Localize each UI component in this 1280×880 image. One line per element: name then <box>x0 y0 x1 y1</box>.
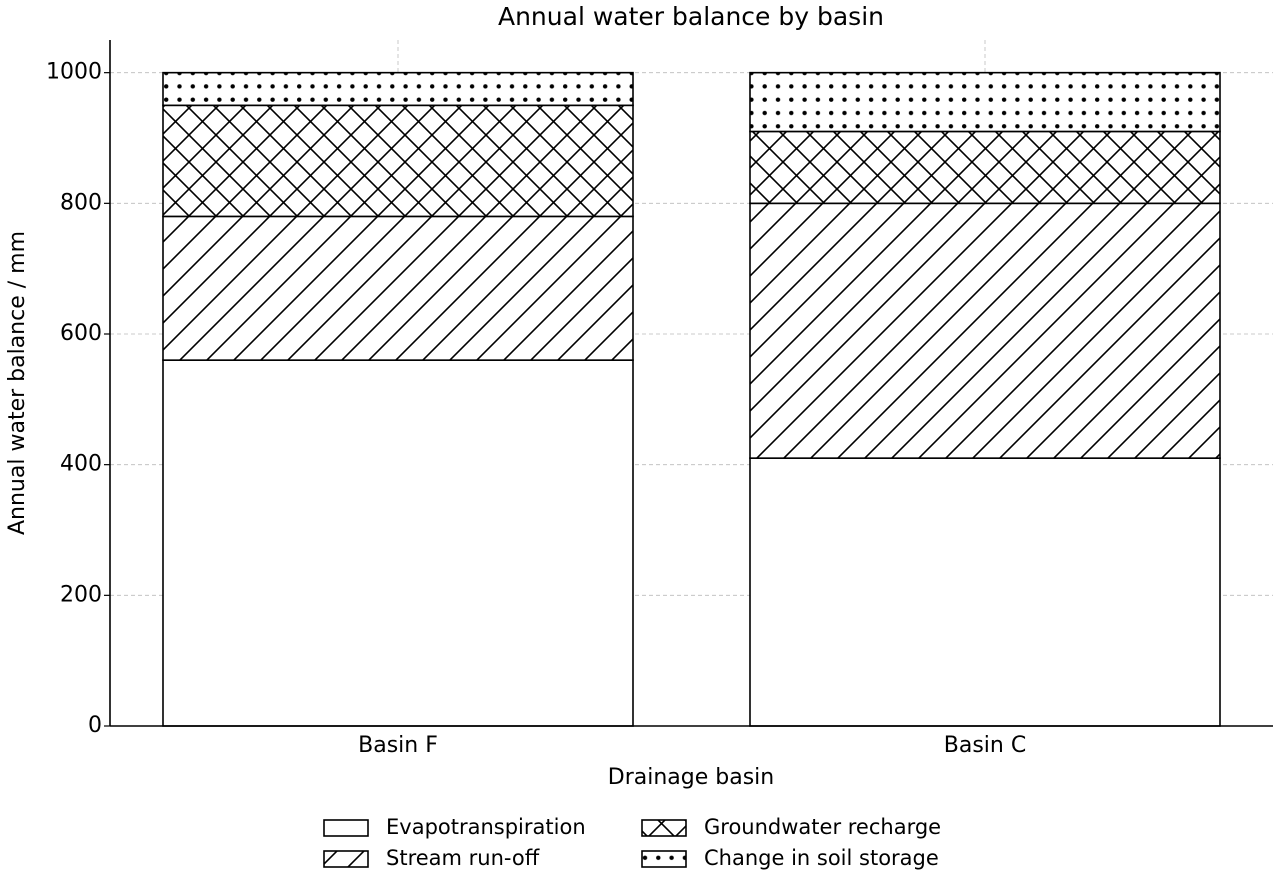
bar-hatch <box>750 131 1220 204</box>
y-tick-label: 0 <box>88 713 102 738</box>
legend-hatch <box>642 820 686 836</box>
bar-outline <box>162 71 634 107</box>
x-tick-label: Basin F <box>358 733 438 758</box>
legend-label: Change in soil storage <box>704 846 939 870</box>
bar-hatch <box>163 72 633 106</box>
legend-label: Groundwater recharge <box>704 815 941 839</box>
legend-label: Stream run-off <box>386 846 540 870</box>
y-tick-label: 400 <box>60 452 102 477</box>
legend-hatch <box>642 851 686 867</box>
legend-swatch <box>324 820 368 836</box>
bar-outline <box>749 71 1221 133</box>
bar-hatch <box>163 105 633 217</box>
y-tick-label: 1000 <box>46 60 102 85</box>
legend-outline <box>323 819 369 837</box>
legend-outline <box>323 850 369 868</box>
x-axis-label: Drainage basin <box>608 765 774 790</box>
bar-hatch <box>750 203 1220 459</box>
bar-segment <box>163 360 633 726</box>
y-tick-label: 200 <box>60 582 102 607</box>
y-tick-label: 800 <box>60 190 102 215</box>
bar-segment <box>750 458 1220 726</box>
chart-title: Annual water balance by basin <box>498 2 884 31</box>
legend-hatch <box>324 851 368 867</box>
bar-hatch <box>163 216 633 361</box>
legend-label: Evapotranspiration <box>386 815 586 839</box>
x-tick-label: Basin C <box>944 733 1026 758</box>
y-tick-label: 600 <box>60 321 102 346</box>
legend-outline <box>641 819 687 837</box>
bar-hatch <box>750 72 1220 132</box>
y-axis-label: Annual water balance / mm <box>5 231 30 535</box>
legend-outline <box>641 850 687 868</box>
